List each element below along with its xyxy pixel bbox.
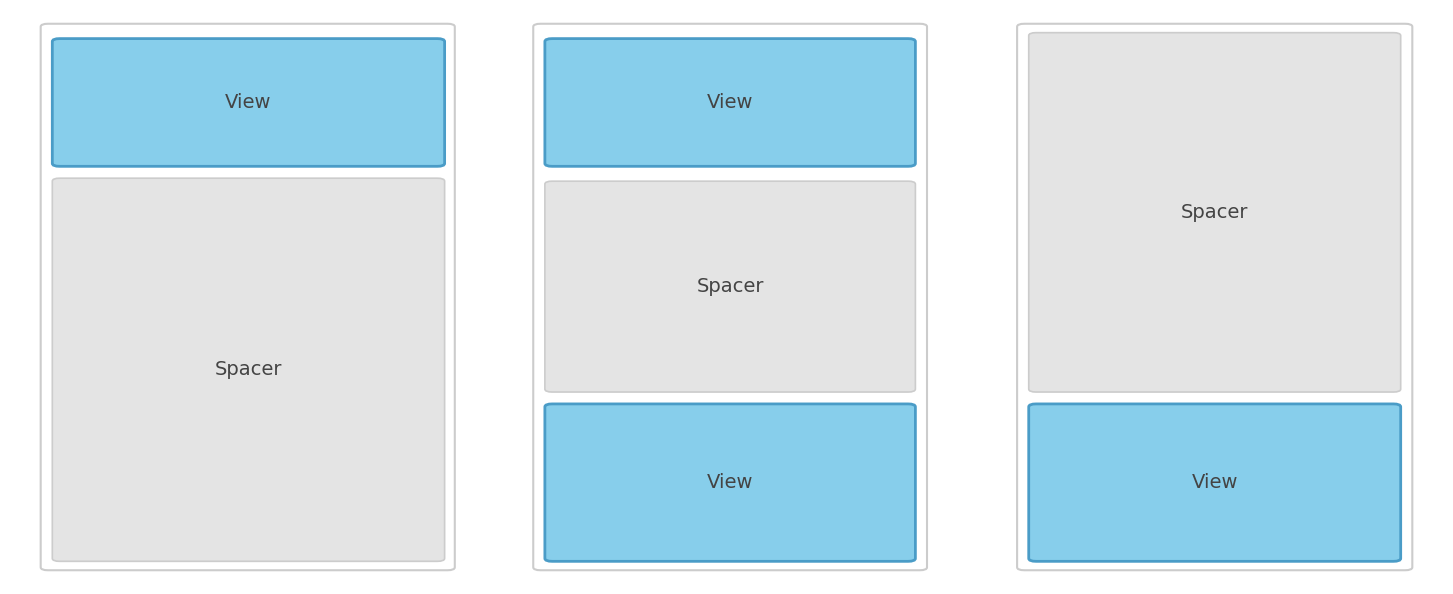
Text: Spacer: Spacer	[696, 277, 764, 296]
Text: View: View	[225, 93, 272, 112]
Text: Spacer: Spacer	[215, 361, 282, 379]
FancyBboxPatch shape	[52, 39, 445, 166]
Text: View: View	[706, 93, 754, 112]
Text: View: View	[1191, 473, 1238, 492]
FancyBboxPatch shape	[1017, 24, 1412, 570]
FancyBboxPatch shape	[1029, 33, 1401, 392]
FancyBboxPatch shape	[41, 24, 455, 570]
FancyBboxPatch shape	[52, 178, 445, 561]
FancyBboxPatch shape	[545, 404, 915, 561]
Text: Spacer: Spacer	[1181, 203, 1248, 222]
FancyBboxPatch shape	[545, 39, 915, 166]
Text: View: View	[706, 473, 754, 492]
FancyBboxPatch shape	[533, 24, 927, 570]
FancyBboxPatch shape	[1029, 404, 1401, 561]
FancyBboxPatch shape	[545, 181, 915, 392]
